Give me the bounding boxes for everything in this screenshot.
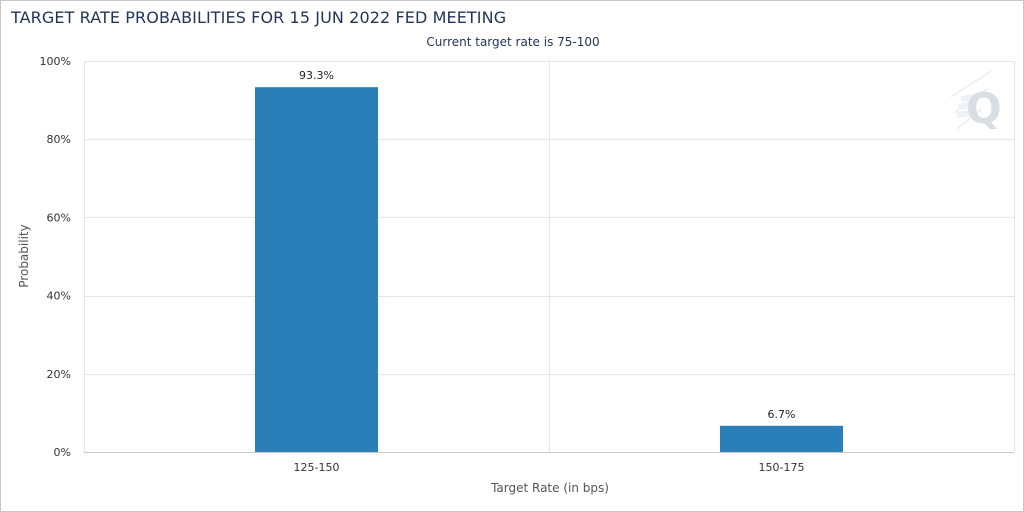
data-label: 6.7% — [768, 408, 796, 421]
y-tick-label: 20% — [47, 368, 71, 381]
x-axis-ticks: 125-150 150-175 — [294, 461, 805, 474]
bar-125-150[interactable] — [255, 87, 378, 453]
y-tick-label: 80% — [47, 133, 71, 146]
y-tick-label: 60% — [47, 211, 71, 224]
y-tick-label: 0% — [54, 446, 71, 459]
y-axis-title: Probability — [17, 224, 31, 287]
data-label: 93.3% — [299, 69, 334, 82]
x-axis-title: Target Rate (in bps) — [490, 481, 609, 495]
y-axis-ticks: 0% 20% 40% 60% 80% 100% — [40, 55, 71, 459]
chart-title: TARGET RATE PROBABILITIES FOR 15 JUN 202… — [11, 8, 507, 27]
x-tick-label: 150-175 — [759, 461, 805, 474]
q-logo-icon: Q — [950, 70, 1002, 133]
data-labels: 93.3% 6.7% — [299, 69, 795, 421]
grid-lines — [84, 61, 1015, 453]
x-tick-label: 125-150 — [294, 461, 340, 474]
y-tick-label: 100% — [40, 55, 71, 68]
svg-text:Q: Q — [966, 84, 1002, 133]
bar-150-175[interactable] — [720, 425, 843, 452]
y-tick-label: 40% — [47, 290, 71, 303]
chart-subtitle: Current target rate is 75-100 — [426, 35, 600, 49]
bars — [255, 87, 843, 453]
